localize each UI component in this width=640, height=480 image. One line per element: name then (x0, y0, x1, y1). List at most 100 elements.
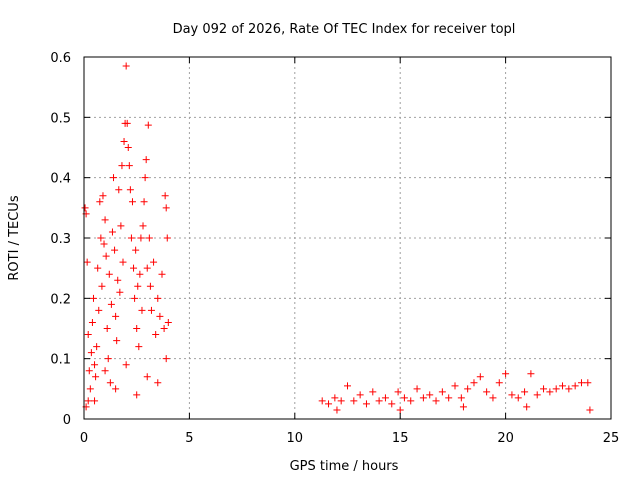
data-point (584, 379, 592, 387)
data-point (98, 282, 106, 290)
data-point (84, 397, 92, 405)
data-point (381, 394, 389, 402)
data-point (130, 264, 138, 272)
data-point (350, 397, 358, 405)
data-point (93, 343, 101, 351)
data-point (459, 403, 467, 411)
data-point (133, 391, 141, 399)
data-point (540, 385, 548, 393)
data-point (119, 258, 127, 266)
data-point (407, 397, 415, 405)
data-point (116, 288, 124, 296)
data-point (83, 258, 91, 266)
data-point (445, 394, 453, 402)
x-tick-label: 5 (185, 431, 193, 446)
data-point (131, 294, 139, 302)
data-point (438, 388, 446, 396)
data-point (112, 312, 120, 320)
data-point (388, 400, 396, 408)
data-point (128, 198, 136, 206)
data-point (146, 282, 154, 290)
data-point (586, 406, 594, 414)
y-tick-label: 0.6 (50, 51, 71, 66)
data-point (136, 270, 144, 278)
y-tick-label: 0.1 (50, 353, 71, 368)
data-point (483, 388, 491, 396)
x-axis-label: GPS time / hours (290, 459, 399, 474)
data-point (122, 62, 130, 70)
data-point (571, 382, 579, 390)
data-point (143, 264, 151, 272)
y-axis-label: ROTI / TECUs (7, 195, 22, 280)
data-point (132, 246, 140, 254)
data-point (419, 394, 427, 402)
x-tick-label: 25 (603, 431, 620, 446)
data-point (101, 367, 109, 375)
data-point (101, 216, 109, 224)
data-point (154, 379, 162, 387)
tick-labels: 0 5 10 15 20 25 0 0.1 0.2 0.3 0.4 0.5 0.6 (50, 51, 619, 446)
grid-lines (84, 57, 611, 419)
data-point (117, 222, 125, 230)
data-point (123, 119, 131, 127)
data-point (102, 252, 110, 260)
data-point (331, 394, 339, 402)
data-point (91, 397, 99, 405)
data-point (565, 385, 573, 393)
data-point (521, 388, 529, 396)
data-point (138, 306, 146, 314)
data-point (110, 174, 118, 182)
data-point (396, 406, 404, 414)
data-point (106, 379, 114, 387)
data-point (137, 234, 145, 242)
data-point (84, 331, 92, 339)
data-point (152, 331, 160, 339)
data-point (104, 355, 112, 363)
data-point (143, 373, 151, 381)
y-tick-label: 0.2 (50, 292, 71, 307)
data-point (163, 234, 171, 242)
data-point (527, 370, 535, 378)
data-point (108, 228, 116, 236)
data-point (100, 240, 108, 248)
data-point (96, 198, 104, 206)
data-point (124, 144, 132, 151)
data-point (333, 406, 341, 414)
data-point (325, 400, 333, 408)
data-point (154, 294, 162, 302)
y-tick-label: 0.5 (50, 111, 71, 126)
data-point (160, 325, 168, 332)
data-point (111, 246, 119, 254)
data-point (362, 400, 370, 408)
data-point (134, 282, 142, 290)
data-point (120, 137, 128, 145)
data-point (369, 388, 377, 396)
chart-title: Day 092 of 2026, Rate Of TEC Index for r… (173, 22, 516, 37)
data-point (91, 361, 99, 369)
data-point (103, 325, 111, 332)
data-point (413, 385, 421, 393)
y-tick-label: 0.3 (50, 232, 71, 247)
data-point (94, 264, 102, 272)
data-point (470, 379, 478, 387)
data-point (105, 270, 113, 278)
y-tick-label: 0.4 (50, 172, 71, 187)
data-point (97, 234, 105, 242)
data-point (95, 306, 103, 314)
data-point (344, 382, 351, 390)
data-point (161, 192, 169, 200)
data-point (118, 162, 126, 170)
data-point (127, 234, 135, 242)
data-point (126, 186, 134, 194)
data-point (144, 121, 152, 129)
data-point (141, 174, 149, 182)
data-point (337, 397, 345, 405)
data-point (523, 403, 531, 411)
data-point (508, 391, 516, 399)
data-point (400, 394, 408, 402)
data-point (356, 391, 364, 399)
data-points (81, 62, 594, 414)
x-tick-label: 15 (392, 431, 409, 446)
data-point (122, 361, 130, 369)
